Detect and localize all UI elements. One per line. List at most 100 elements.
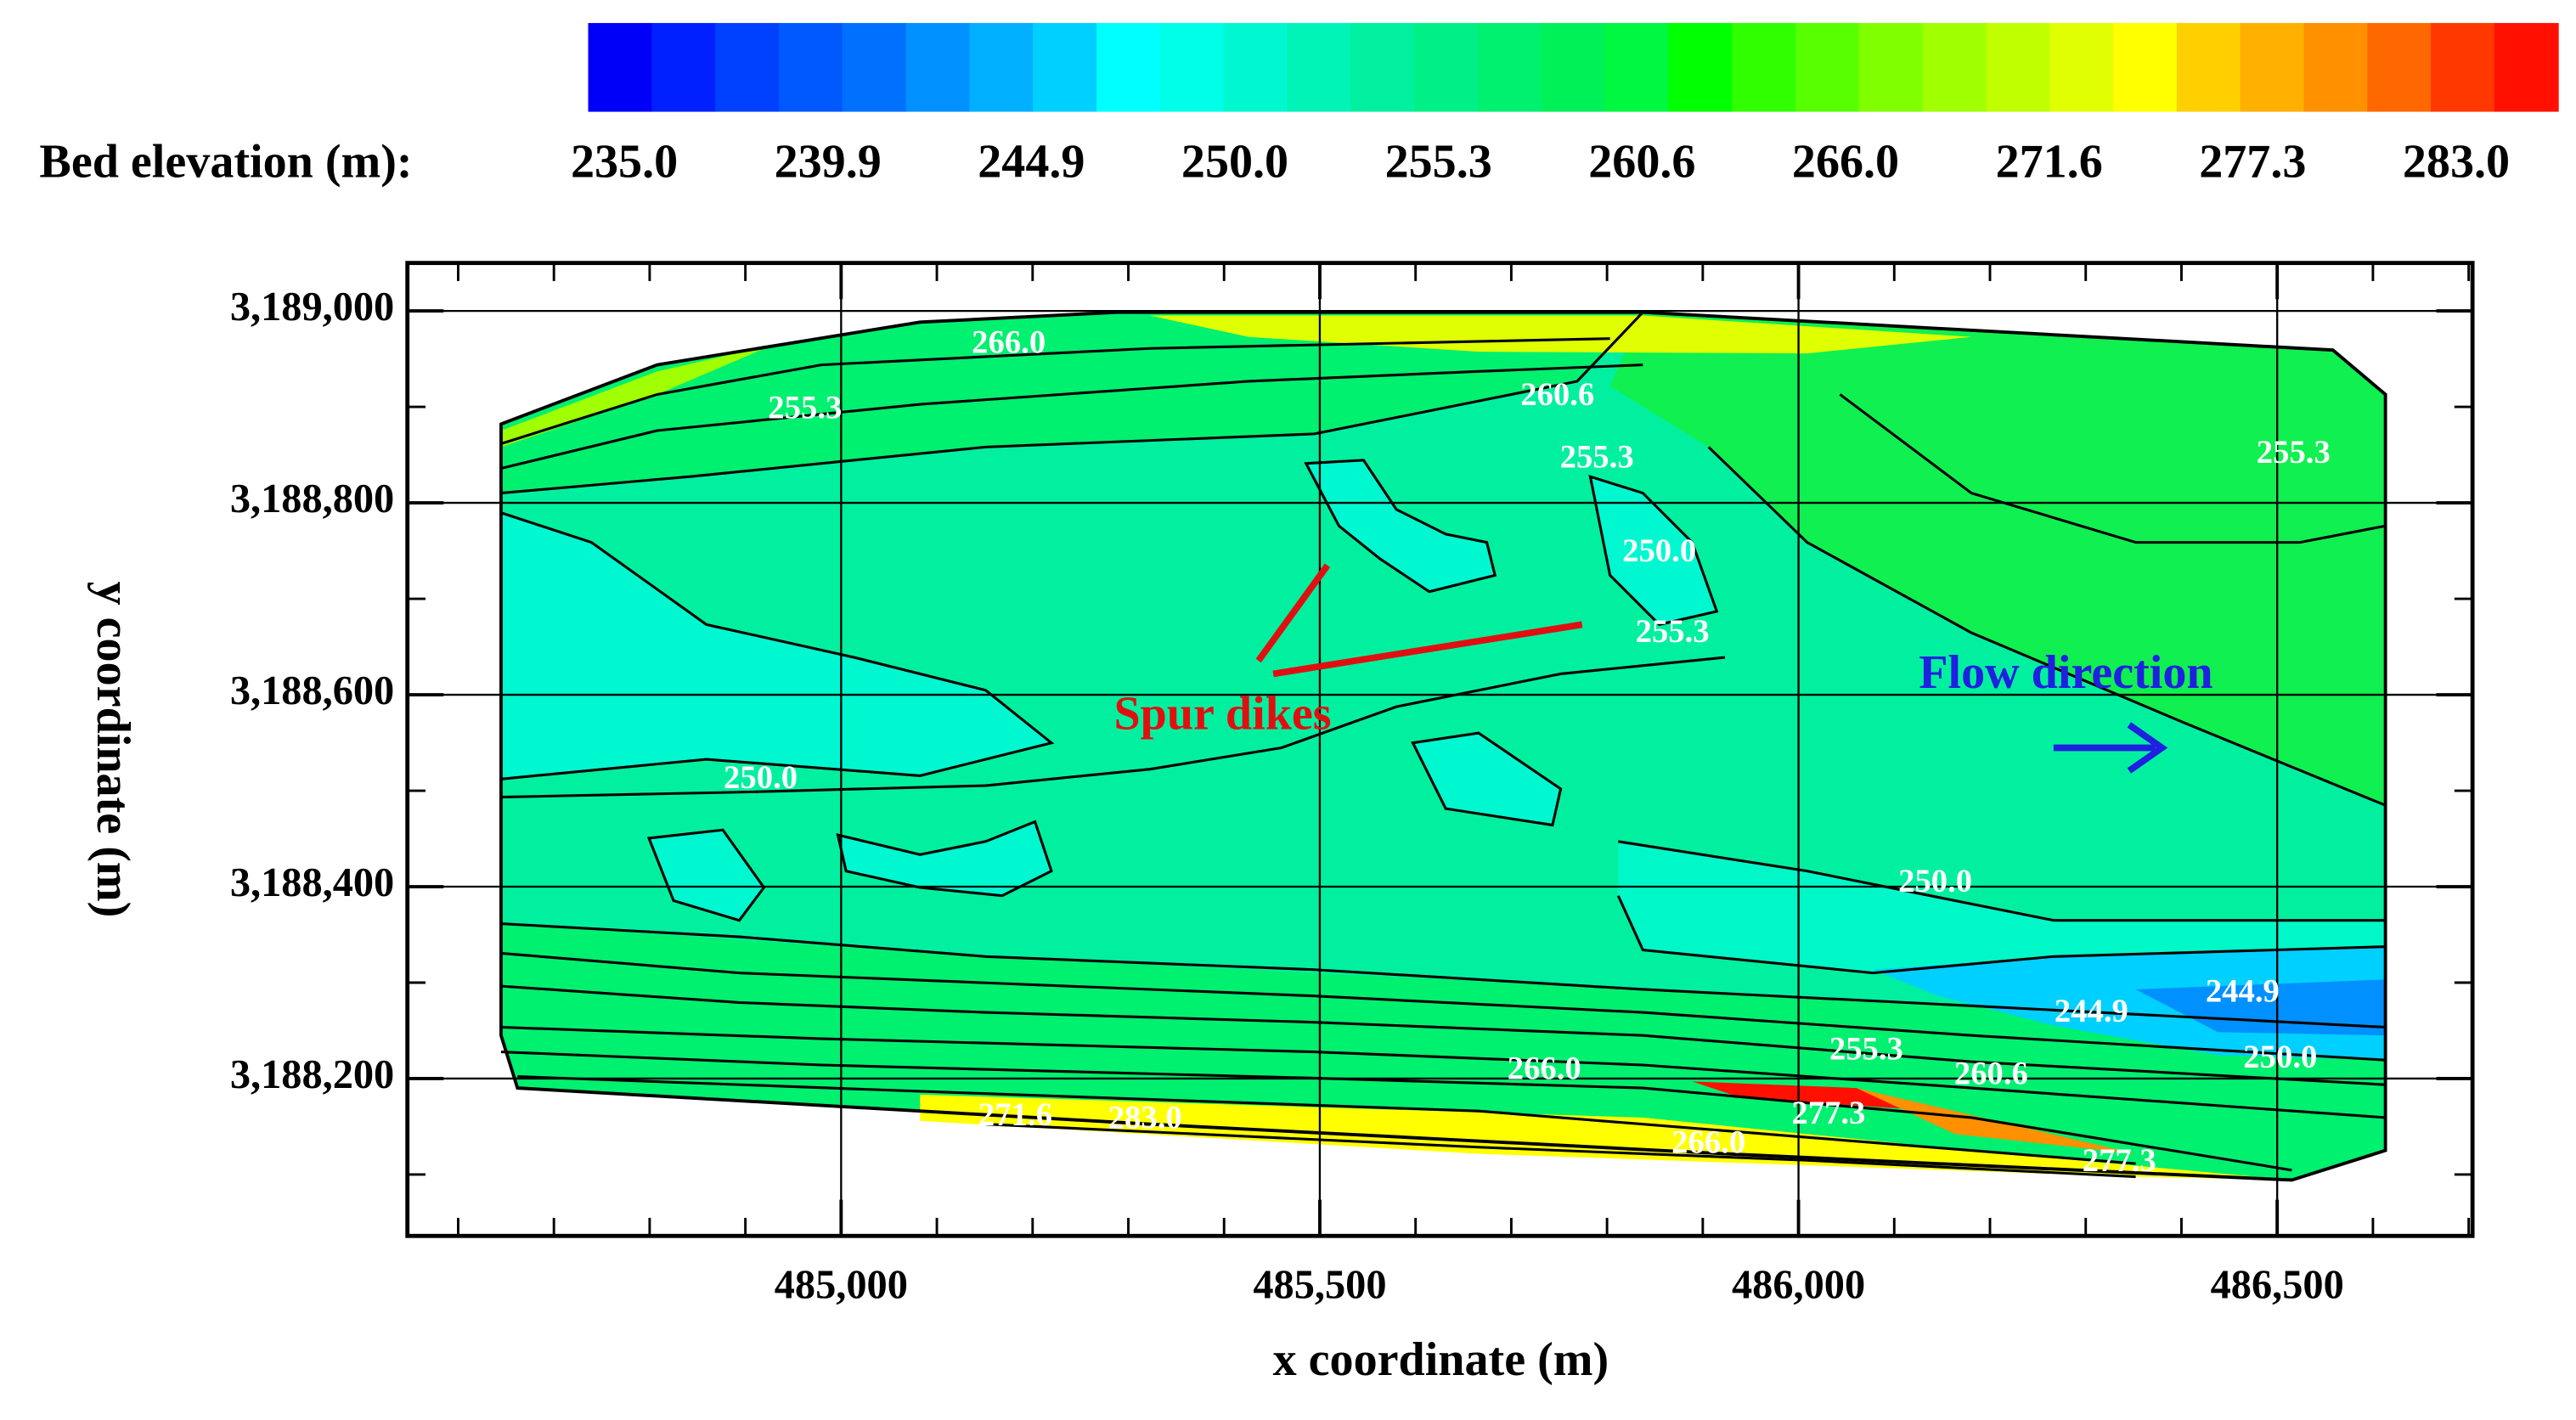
contour-label: 244.9 — [2206, 974, 2280, 1010]
contour-line — [500, 337, 1610, 445]
contour-label: 266.0 — [972, 324, 1046, 360]
contour-line — [1588, 474, 1719, 627]
contour-label: 277.3 — [2083, 1143, 2156, 1179]
contour-line — [500, 311, 1644, 495]
contour-line — [500, 984, 2386, 1086]
contour-label: 250.0 — [724, 760, 798, 796]
colorbar-cell — [2303, 23, 2369, 112]
contour-line — [500, 656, 1726, 799]
annotation: Flow direction — [1919, 646, 2212, 699]
colorbar-cell — [2176, 23, 2241, 112]
spur-dike-pointer — [1255, 563, 1331, 663]
contour-line — [500, 511, 1055, 780]
colorbar-cell — [1033, 23, 1097, 112]
colorbar: 235.0 239.9 244.9 250.0 255.3 260.6 266.0 271.6… — [571, 23, 2559, 188]
colorbar-cell — [1986, 23, 2051, 112]
colorbar-cell — [778, 23, 843, 112]
x-tick-label: 486,500 — [2211, 1262, 2344, 1307]
axes: 485,000 485,500 486,000 486,500 3,188,200 3,1… — [230, 262, 2473, 1307]
colorbar-cell — [1795, 23, 1860, 112]
contour-line — [517, 1074, 2136, 1165]
contour-line — [1304, 459, 1497, 594]
contour-label: 250.0 — [2243, 1040, 2317, 1075]
colorbar-cell — [1159, 23, 1225, 112]
region — [2135, 979, 2386, 1036]
contour-label: 255.3 — [1636, 614, 1710, 650]
region — [1412, 733, 1561, 826]
contour-label: 266.0 — [1671, 1125, 1745, 1161]
region — [1150, 315, 1972, 354]
colorbar-tick-label: 271.6 — [1996, 135, 2103, 188]
colorbar-tick-label: 277.3 — [2199, 135, 2306, 188]
contour-label: 260.6 — [1954, 1056, 2028, 1091]
colorbar-tick-label: 283.0 — [2403, 135, 2510, 188]
region — [500, 312, 1643, 493]
contour-line — [836, 820, 1053, 898]
contour-label: 277.3 — [1791, 1096, 1865, 1131]
colorbar-cell — [1350, 23, 1416, 112]
colorbar-cell — [1668, 23, 1733, 112]
colorbar-cell — [1541, 23, 1606, 112]
contour-line — [500, 363, 1643, 471]
region — [1305, 459, 1496, 592]
colorbar-cell — [1477, 23, 1542, 112]
y-tick-label: 3,188,600 — [230, 668, 394, 713]
contour-label: 271.6 — [978, 1097, 1052, 1133]
colorbar-tick-label: 255.3 — [1385, 135, 1492, 188]
colorbar-cell — [1922, 23, 1987, 112]
x-axis-label: x coordinate (m) — [1273, 1333, 1609, 1386]
contour-line — [1707, 446, 2387, 807]
colorbar-cell — [2367, 23, 2432, 112]
region — [649, 830, 764, 921]
y-tick-label: 3,188,800 — [230, 476, 394, 521]
colorbar-cell — [651, 23, 717, 112]
plot-frame — [405, 261, 2475, 1238]
contour-label: 255.3 — [2257, 435, 2331, 471]
region — [1590, 476, 1717, 625]
contour-label: 244.9 — [2055, 994, 2128, 1029]
colorbar-cell — [1604, 23, 1670, 112]
colorbar-tick-label: 239.9 — [775, 135, 882, 188]
colorbar-cell — [1096, 23, 1161, 112]
contour-label: 250.0 — [1622, 533, 1696, 569]
contour-line — [1411, 731, 1563, 827]
contour-line — [500, 1050, 2292, 1172]
region — [500, 512, 1051, 780]
colorbar-cell — [2431, 23, 2495, 112]
region — [1692, 1081, 1939, 1112]
colorbar-tick-label: 244.9 — [978, 135, 1085, 188]
colorbar-label: Bed elevation (m): — [39, 135, 412, 188]
colorbar-tick-label: 250.0 — [1181, 135, 1288, 188]
colorbar-cell — [1287, 23, 1352, 112]
contour-field — [499, 310, 2387, 1182]
contour-line — [985, 1123, 2136, 1179]
colorbar-cell — [1414, 23, 1479, 112]
contour-line — [1616, 895, 2386, 975]
annotation: Spur dikes — [1113, 688, 1331, 741]
region — [500, 923, 2386, 1181]
colorbar-cell — [842, 23, 907, 112]
colorbar-cell — [2240, 23, 2305, 112]
y-axis-label: y coordinate (m) — [87, 582, 139, 918]
colorbar-cell — [715, 23, 780, 112]
contour-label: 250.0 — [1898, 864, 1972, 899]
colorbar-cell — [905, 23, 971, 112]
colorbar-cell — [969, 23, 1034, 112]
contour-line — [1839, 393, 2386, 544]
contour-line — [500, 951, 2386, 1062]
x-tick-label: 485,000 — [775, 1262, 908, 1307]
colorbar-cell — [588, 23, 653, 112]
colorbar-cell — [2049, 23, 2114, 112]
region — [920, 1094, 2292, 1181]
y-tick-label: 3,189,000 — [230, 285, 394, 330]
colorbar-tick-label: 266.0 — [1792, 135, 1899, 188]
contour-label: 266.0 — [1508, 1051, 1581, 1087]
contour-label: 260.6 — [1520, 377, 1594, 413]
region — [1609, 312, 2386, 806]
contour-label: 283.0 — [1108, 1101, 1182, 1136]
y-tick-label: 3,188,200 — [230, 1052, 394, 1097]
region — [837, 821, 1051, 896]
colorbar-cell — [2113, 23, 2178, 112]
